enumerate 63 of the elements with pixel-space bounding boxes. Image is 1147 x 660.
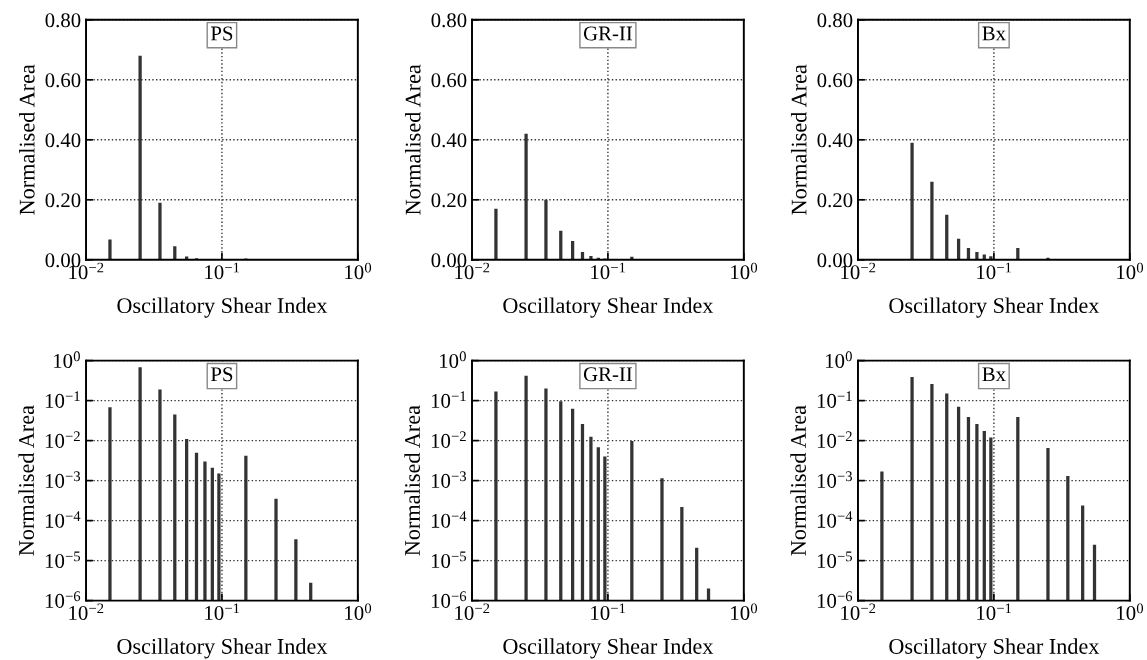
x-axis-title: Oscillatory Shear Index <box>117 297 328 318</box>
y-tick-label: 0.20 <box>431 193 467 208</box>
y-tick-label: 10$^{−5}$ <box>817 551 852 569</box>
y-axis-title: Normalised Area <box>404 405 420 556</box>
y-tick-label: 0.20 <box>817 193 853 208</box>
x-axis-title: Oscillatory Shear Index <box>889 638 1100 659</box>
y-tick-label: 10$^{−4}$ <box>431 511 467 528</box>
y-tick-label: 0.60 <box>817 73 853 88</box>
x-tick-label: 10$^{−1}$ <box>977 262 1011 280</box>
x-axis-title: Oscillatory Shear Index <box>503 297 714 318</box>
y-tick-label: 10$^{−1}$ <box>45 391 80 408</box>
y-axis-title: Normalised Area <box>404 64 421 215</box>
y-axis-title: Normalised Area <box>790 64 807 215</box>
x-tick-label: 10$^{−1}$ <box>205 262 240 280</box>
y-tick-label: 10$^{−2}$ <box>45 431 80 448</box>
x-tick-label: 10$^{−2}$ <box>455 603 490 621</box>
y-tick-label: 0.20 <box>45 193 81 208</box>
annotation: Bx <box>982 367 1006 382</box>
x-tick-label: 10$^{−2}$ <box>841 603 876 621</box>
y-tick-label: 10$^{−3}$ <box>431 471 467 488</box>
x-tick-label: 10$^{−1}$ <box>205 603 240 620</box>
y-tick-label: 10$^{−5}$ <box>45 551 81 569</box>
x-tick-label: 10$^{−2}$ <box>69 603 104 621</box>
y-tick-label: 0.80 <box>45 13 81 28</box>
y-tick-label: 0.40 <box>817 133 853 148</box>
y-tick-label: 10$^{−3}$ <box>45 471 81 488</box>
y-tick-label: 10$^{−4}$ <box>817 511 853 528</box>
x-tick-label: 10$^{0}$ <box>1117 262 1144 280</box>
x-axis-title: Oscillatory Shear Index <box>117 638 328 659</box>
y-tick-label: 10$^{0}$ <box>54 351 80 368</box>
annotation: GR-II <box>583 367 633 382</box>
y-tick-label: 10$^{−1}$ <box>817 391 852 408</box>
x-axis-title: Oscillatory Shear Index <box>503 638 714 659</box>
y-tick-label: 10$^{−2}$ <box>431 431 466 448</box>
x-tick-label: 10$^{−1}$ <box>591 262 626 280</box>
x-tick-label: 10$^{−1}$ <box>591 603 626 620</box>
y-tick-label: 10$^{−2}$ <box>817 431 852 448</box>
y-tick-label: 10$^{−5}$ <box>431 551 467 569</box>
y-axis-title: Normalised Area <box>790 405 806 556</box>
y-tick-label: 0.80 <box>817 13 853 28</box>
y-tick-label: 0.60 <box>431 73 467 88</box>
y-tick-label: 0.40 <box>45 133 81 148</box>
y-tick-label: 0.60 <box>45 73 81 88</box>
y-tick-label: 10$^{0}$ <box>825 351 852 368</box>
annotation: PS <box>210 26 233 41</box>
x-tick-label: 10$^{0}$ <box>345 603 372 621</box>
x-tick-label: 10$^{−1}$ <box>977 603 1011 620</box>
annotation: Bx <box>982 26 1006 41</box>
annotation: GR-II <box>583 26 633 41</box>
x-tick-label: 10$^{0}$ <box>731 262 758 280</box>
y-tick-label: 0.80 <box>431 13 467 28</box>
x-tick-label: 10$^{0}$ <box>1117 603 1144 621</box>
x-tick-label: 10$^{0}$ <box>345 262 372 280</box>
x-tick-label: 10$^{0}$ <box>731 603 758 621</box>
y-axis-title: Normalised Area <box>18 405 35 556</box>
y-tick-label: 10$^{−3}$ <box>817 471 852 488</box>
y-tick-label: 10$^{0}$ <box>440 351 466 368</box>
x-axis-title: Oscillatory Shear Index <box>889 297 1100 318</box>
y-axis-title: Normalised Area <box>19 64 35 215</box>
y-tick-label: 10$^{−4}$ <box>45 511 81 528</box>
y-tick-label: 10$^{−1}$ <box>431 391 466 408</box>
y-tick-label: 0.40 <box>431 133 467 148</box>
annotation: PS <box>210 367 233 382</box>
